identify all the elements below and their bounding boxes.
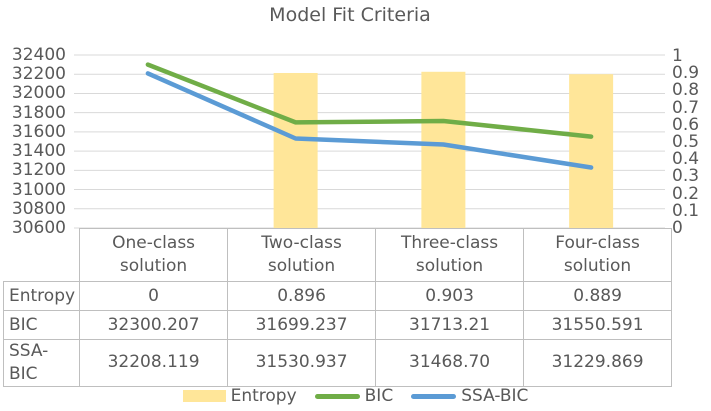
- legend-label: SSA-BIC: [461, 386, 529, 406]
- model-fit-table: One-class solution Two-class solution Th…: [2, 228, 673, 387]
- bic-line: [145, 62, 594, 139]
- ssa-bic-line-swatch-icon: [411, 393, 457, 399]
- secondary-y-axis-tick-label: 0.8: [672, 80, 700, 101]
- y-axis-tick-label: 31600: [11, 121, 66, 142]
- table-cell: 31550.591: [523, 310, 673, 340]
- column-header: Four-class solution: [523, 228, 673, 282]
- chart-title: Model Fit Criteria: [269, 4, 431, 26]
- table-cell: 31713.21: [375, 310, 525, 340]
- y-axis-tick-label: 32000: [11, 83, 66, 104]
- entropy-bar: [569, 74, 614, 228]
- column-header: Three-class solution: [375, 228, 525, 282]
- legend-label: BIC: [364, 386, 394, 406]
- legend-item-ssa-bic: SSA-BIC: [411, 386, 528, 406]
- bic-line-swatch-icon: [314, 393, 360, 399]
- row-label: SSA-BIC: [2, 339, 81, 387]
- y-axis-tick-label: 32400: [11, 45, 66, 65]
- table-cell: 0: [79, 281, 229, 311]
- table-corner-cell: [4, 229, 80, 282]
- y-axis-tick-label: 32200: [11, 64, 66, 85]
- secondary-y-axis-tick-label: 0.5: [672, 132, 700, 152]
- table-cell: 32300.207: [79, 310, 229, 340]
- entropy-bar: [421, 71, 466, 228]
- row-label: Entropy: [2, 281, 81, 311]
- secondary-y-axis-tick-label: 0.9: [672, 63, 700, 84]
- secondary-y-axis-tick-label: 0.4: [672, 149, 700, 170]
- y-axis-tick-label: 30800: [11, 198, 66, 219]
- table-cell: 31229.869: [523, 339, 673, 387]
- table-row-ssa-bic: SSA-BIC 32208.119 31530.937 31468.70 312…: [2, 339, 673, 387]
- secondary-y-axis-tick-label: 0: [672, 218, 683, 238]
- ssa-bic-line: [145, 71, 594, 170]
- secondary-y-axis-tick-label: 0.1: [672, 200, 700, 221]
- y-axis-tick-label: 30600: [11, 218, 66, 238]
- table-header-row: One-class solution Two-class solution Th…: [4, 228, 673, 282]
- row-label: BIC: [2, 310, 81, 340]
- table-row-bic: BIC 32300.207 31699.237 31713.21 31550.5…: [2, 310, 673, 340]
- secondary-y-axis-tick-label: 0.3: [672, 166, 700, 187]
- table-cell: 31530.937: [227, 339, 377, 387]
- legend-item-bic: BIC: [314, 386, 394, 406]
- entropy-bar: [273, 72, 318, 228]
- secondary-y-axis-tick-label: 1: [672, 46, 683, 66]
- table-cell: 31468.70: [375, 339, 525, 387]
- column-header: Two-class solution: [227, 228, 377, 282]
- column-header: One-class solution: [79, 228, 229, 282]
- legend-label: Entropy: [230, 386, 297, 406]
- chart-legend: Entropy BIC SSA-BIC: [0, 385, 711, 407]
- legend-item-entropy: Entropy: [182, 386, 297, 406]
- y-axis-tick-label: 31400: [11, 141, 66, 162]
- secondary-y-axis-tick-label: 0.7: [672, 97, 700, 118]
- secondary-y-axis-tick-label: 0.6: [672, 114, 700, 135]
- table-cell: 31699.237: [227, 310, 377, 340]
- y-axis-tick-label: 31000: [11, 179, 66, 200]
- table-cell: 32208.119: [79, 339, 229, 387]
- y-axis-tick-label: 31800: [11, 102, 66, 123]
- table-cell: 0.896: [227, 281, 377, 311]
- table-cell: 0.889: [523, 281, 673, 311]
- entropy-swatch-icon: [182, 390, 226, 402]
- y-axis-tick-label: 31200: [11, 160, 66, 181]
- secondary-y-axis-tick-label: 0.2: [672, 183, 700, 204]
- table-row-entropy: Entropy 0 0.896 0.903 0.889: [2, 281, 673, 311]
- table-cell: 0.903: [375, 281, 525, 311]
